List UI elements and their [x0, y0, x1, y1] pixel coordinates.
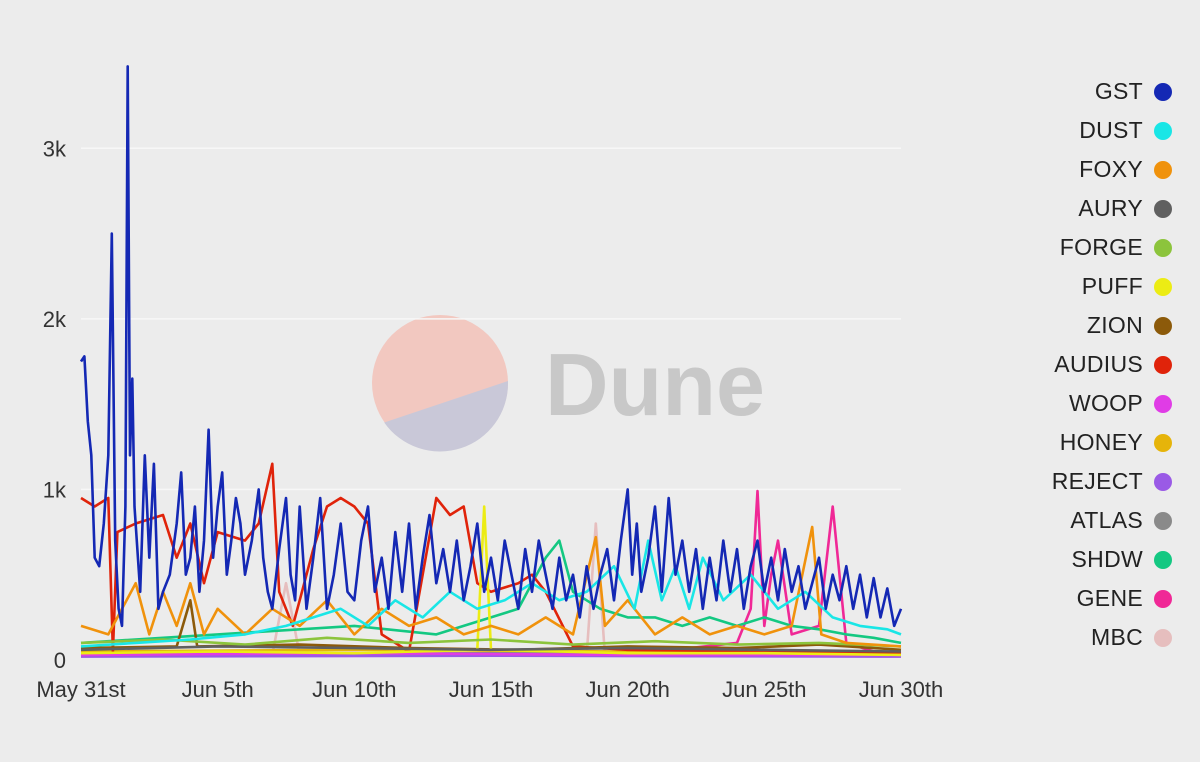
y-tick-label: 1k [43, 477, 67, 502]
series-line-gst [79, 65, 903, 628]
legend-item-shdw[interactable]: SHDW [1000, 540, 1172, 579]
legend-dot-icon [1154, 433, 1172, 452]
dune-logo-wedge [384, 381, 509, 452]
legend-label: DUST [1079, 117, 1143, 143]
legend-label: AUDIUS [1054, 351, 1143, 377]
legend-dot-icon [1154, 121, 1172, 140]
legend-dot-icon [1154, 199, 1172, 218]
series-line-foxy [80, 525, 902, 648]
legend-item-foxy[interactable]: FOXY [1000, 150, 1172, 189]
legend-dot-icon [1154, 628, 1172, 647]
series-line-reject [80, 654, 902, 658]
legend-label: FORGE [1059, 234, 1143, 260]
legend-label: ATLAS [1070, 507, 1143, 533]
x-axis: May 31st Jun 5th Jun 10th Jun 15th Jun 20th J… [36, 677, 943, 702]
x-tick-label: Jun 20th [585, 677, 669, 702]
legend-item-gst[interactable]: GST [1000, 72, 1172, 111]
y-tick-label: 3k [43, 136, 67, 161]
legend-item-audius[interactable]: AUDIUS [1000, 345, 1172, 384]
legend-item-woop[interactable]: WOOP [1000, 384, 1172, 423]
legend-dot-icon [1154, 511, 1172, 530]
y-tick-label: 0 [54, 648, 66, 673]
x-tick-label: Jun 30th [859, 677, 943, 702]
legend-dot-icon [1154, 472, 1172, 491]
legend-dot-icon [1154, 316, 1172, 335]
legend-dot-icon [1154, 277, 1172, 296]
legend-label: AURY [1078, 195, 1143, 221]
legend-item-gene[interactable]: GENE [1000, 579, 1172, 618]
y-axis: 0 1k 2k 3k [43, 136, 67, 673]
legend-item-forge[interactable]: FORGE [1000, 228, 1172, 267]
legend-item-atlas[interactable]: ATLAS [1000, 501, 1172, 540]
legend-label: SHDW [1071, 546, 1143, 572]
series-lines [79, 65, 903, 658]
legend-item-zion[interactable]: ZION [1000, 306, 1172, 345]
x-tick-label: Jun 15th [449, 677, 533, 702]
x-tick-label: May 31st [36, 677, 125, 702]
legend-dot-icon [1154, 550, 1172, 569]
grid-lines [81, 147, 901, 491]
legend: GST DUST FOXY AURY FORGE PUFF ZION AUDIUS WOOP HO… [1000, 72, 1172, 657]
legend-item-mbc[interactable]: MBC [1000, 618, 1172, 657]
legend-item-puff[interactable]: PUFF [1000, 267, 1172, 306]
x-tick-label: Jun 10th [312, 677, 396, 702]
legend-item-dust[interactable]: DUST [1000, 111, 1172, 150]
legend-dot-icon [1154, 160, 1172, 179]
series-line-woop [80, 651, 901, 657]
dune-watermark: Dune [372, 315, 765, 452]
legend-item-aury[interactable]: AURY [1000, 189, 1172, 228]
x-tick-label: Jun 25th [722, 677, 806, 702]
legend-dot-icon [1154, 394, 1172, 413]
legend-dot-icon [1154, 589, 1172, 608]
legend-item-honey[interactable]: HONEY [1000, 423, 1172, 462]
series-line-dust [80, 539, 902, 648]
legend-label: HONEY [1059, 429, 1143, 455]
legend-item-reject[interactable]: REJECT [1000, 462, 1172, 501]
legend-label: GST [1094, 78, 1143, 104]
series-line-puff [80, 505, 902, 657]
legend-label: FOXY [1079, 156, 1143, 182]
legend-label: PUFF [1081, 273, 1143, 299]
legend-dot-icon [1154, 238, 1172, 257]
legend-label: REJECT [1051, 468, 1143, 494]
series-line-aury [80, 645, 902, 653]
x-tick-label: Jun 5th [182, 677, 254, 702]
series-line-forge [80, 636, 902, 648]
legend-dot-icon [1154, 82, 1172, 101]
legend-label: GENE [1076, 585, 1143, 611]
y-tick-label: 2k [43, 307, 67, 332]
dune-watermark-text: Dune [545, 335, 765, 434]
legend-label: MBC [1090, 624, 1143, 650]
legend-dot-icon [1154, 355, 1172, 374]
legend-label: WOOP [1068, 390, 1143, 416]
legend-label: ZION [1086, 312, 1143, 338]
